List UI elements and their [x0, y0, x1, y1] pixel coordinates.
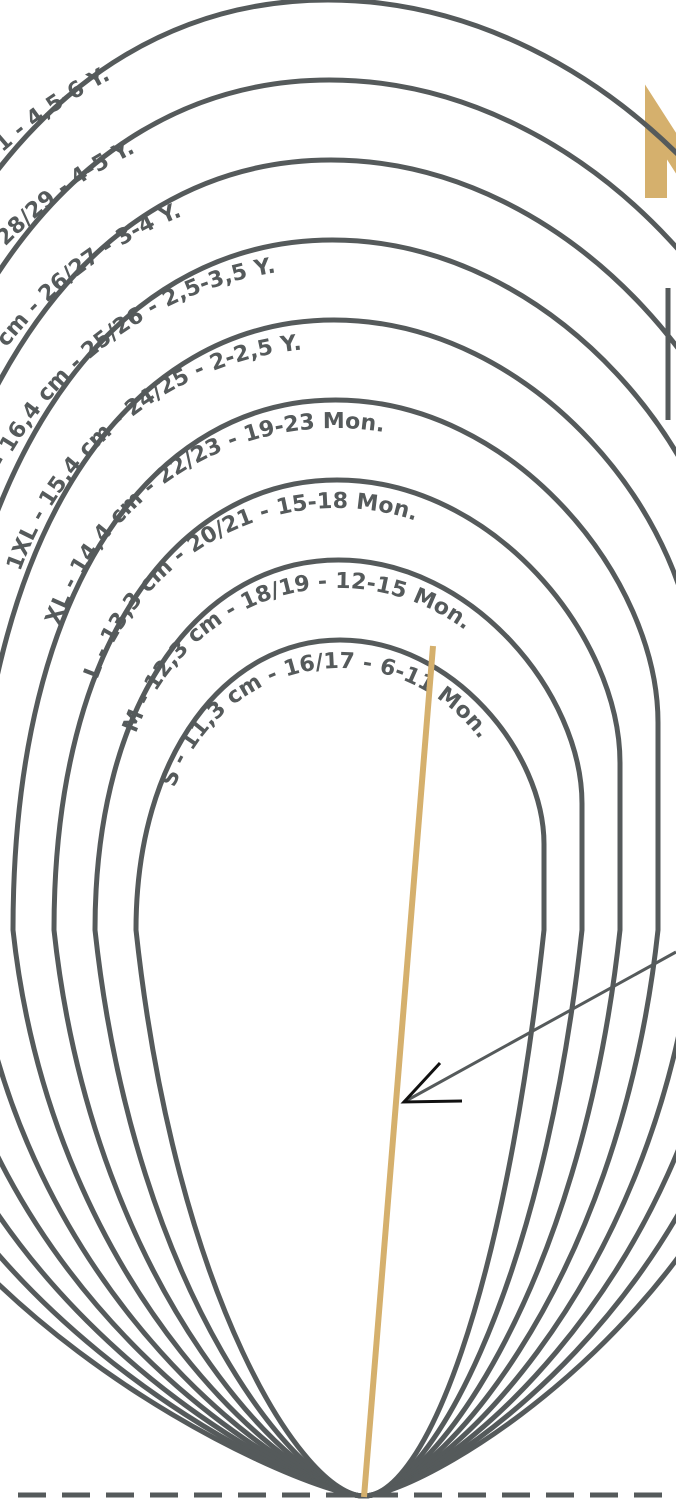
outline-1xl — [0, 317, 676, 1499]
outline-2xl — [0, 237, 676, 1499]
outline-m — [92, 557, 585, 1499]
measurement-line — [361, 645, 436, 1498]
size-label-m: M - 12,3 cm - 18/19 - 12-15 Mon. — [118, 569, 476, 736]
arrowhead-icon — [400, 1061, 463, 1104]
outline-4xl — [0, 77, 676, 1499]
outline-3xl — [0, 157, 676, 1499]
outline-l — [51, 477, 623, 1499]
outline-s — [133, 637, 547, 1499]
size-label-s: S - 11,3 cm - 16/17 - 6-11 Mon. — [157, 649, 495, 790]
outline-xl — [10, 397, 661, 1499]
size-label-1xl: 1XL - 15,4 cm - 24/25 - 2-2,5 Y. — [2, 331, 303, 574]
pointer-arrow — [403, 950, 676, 1104]
brand-logo-glyph — [645, 84, 676, 198]
